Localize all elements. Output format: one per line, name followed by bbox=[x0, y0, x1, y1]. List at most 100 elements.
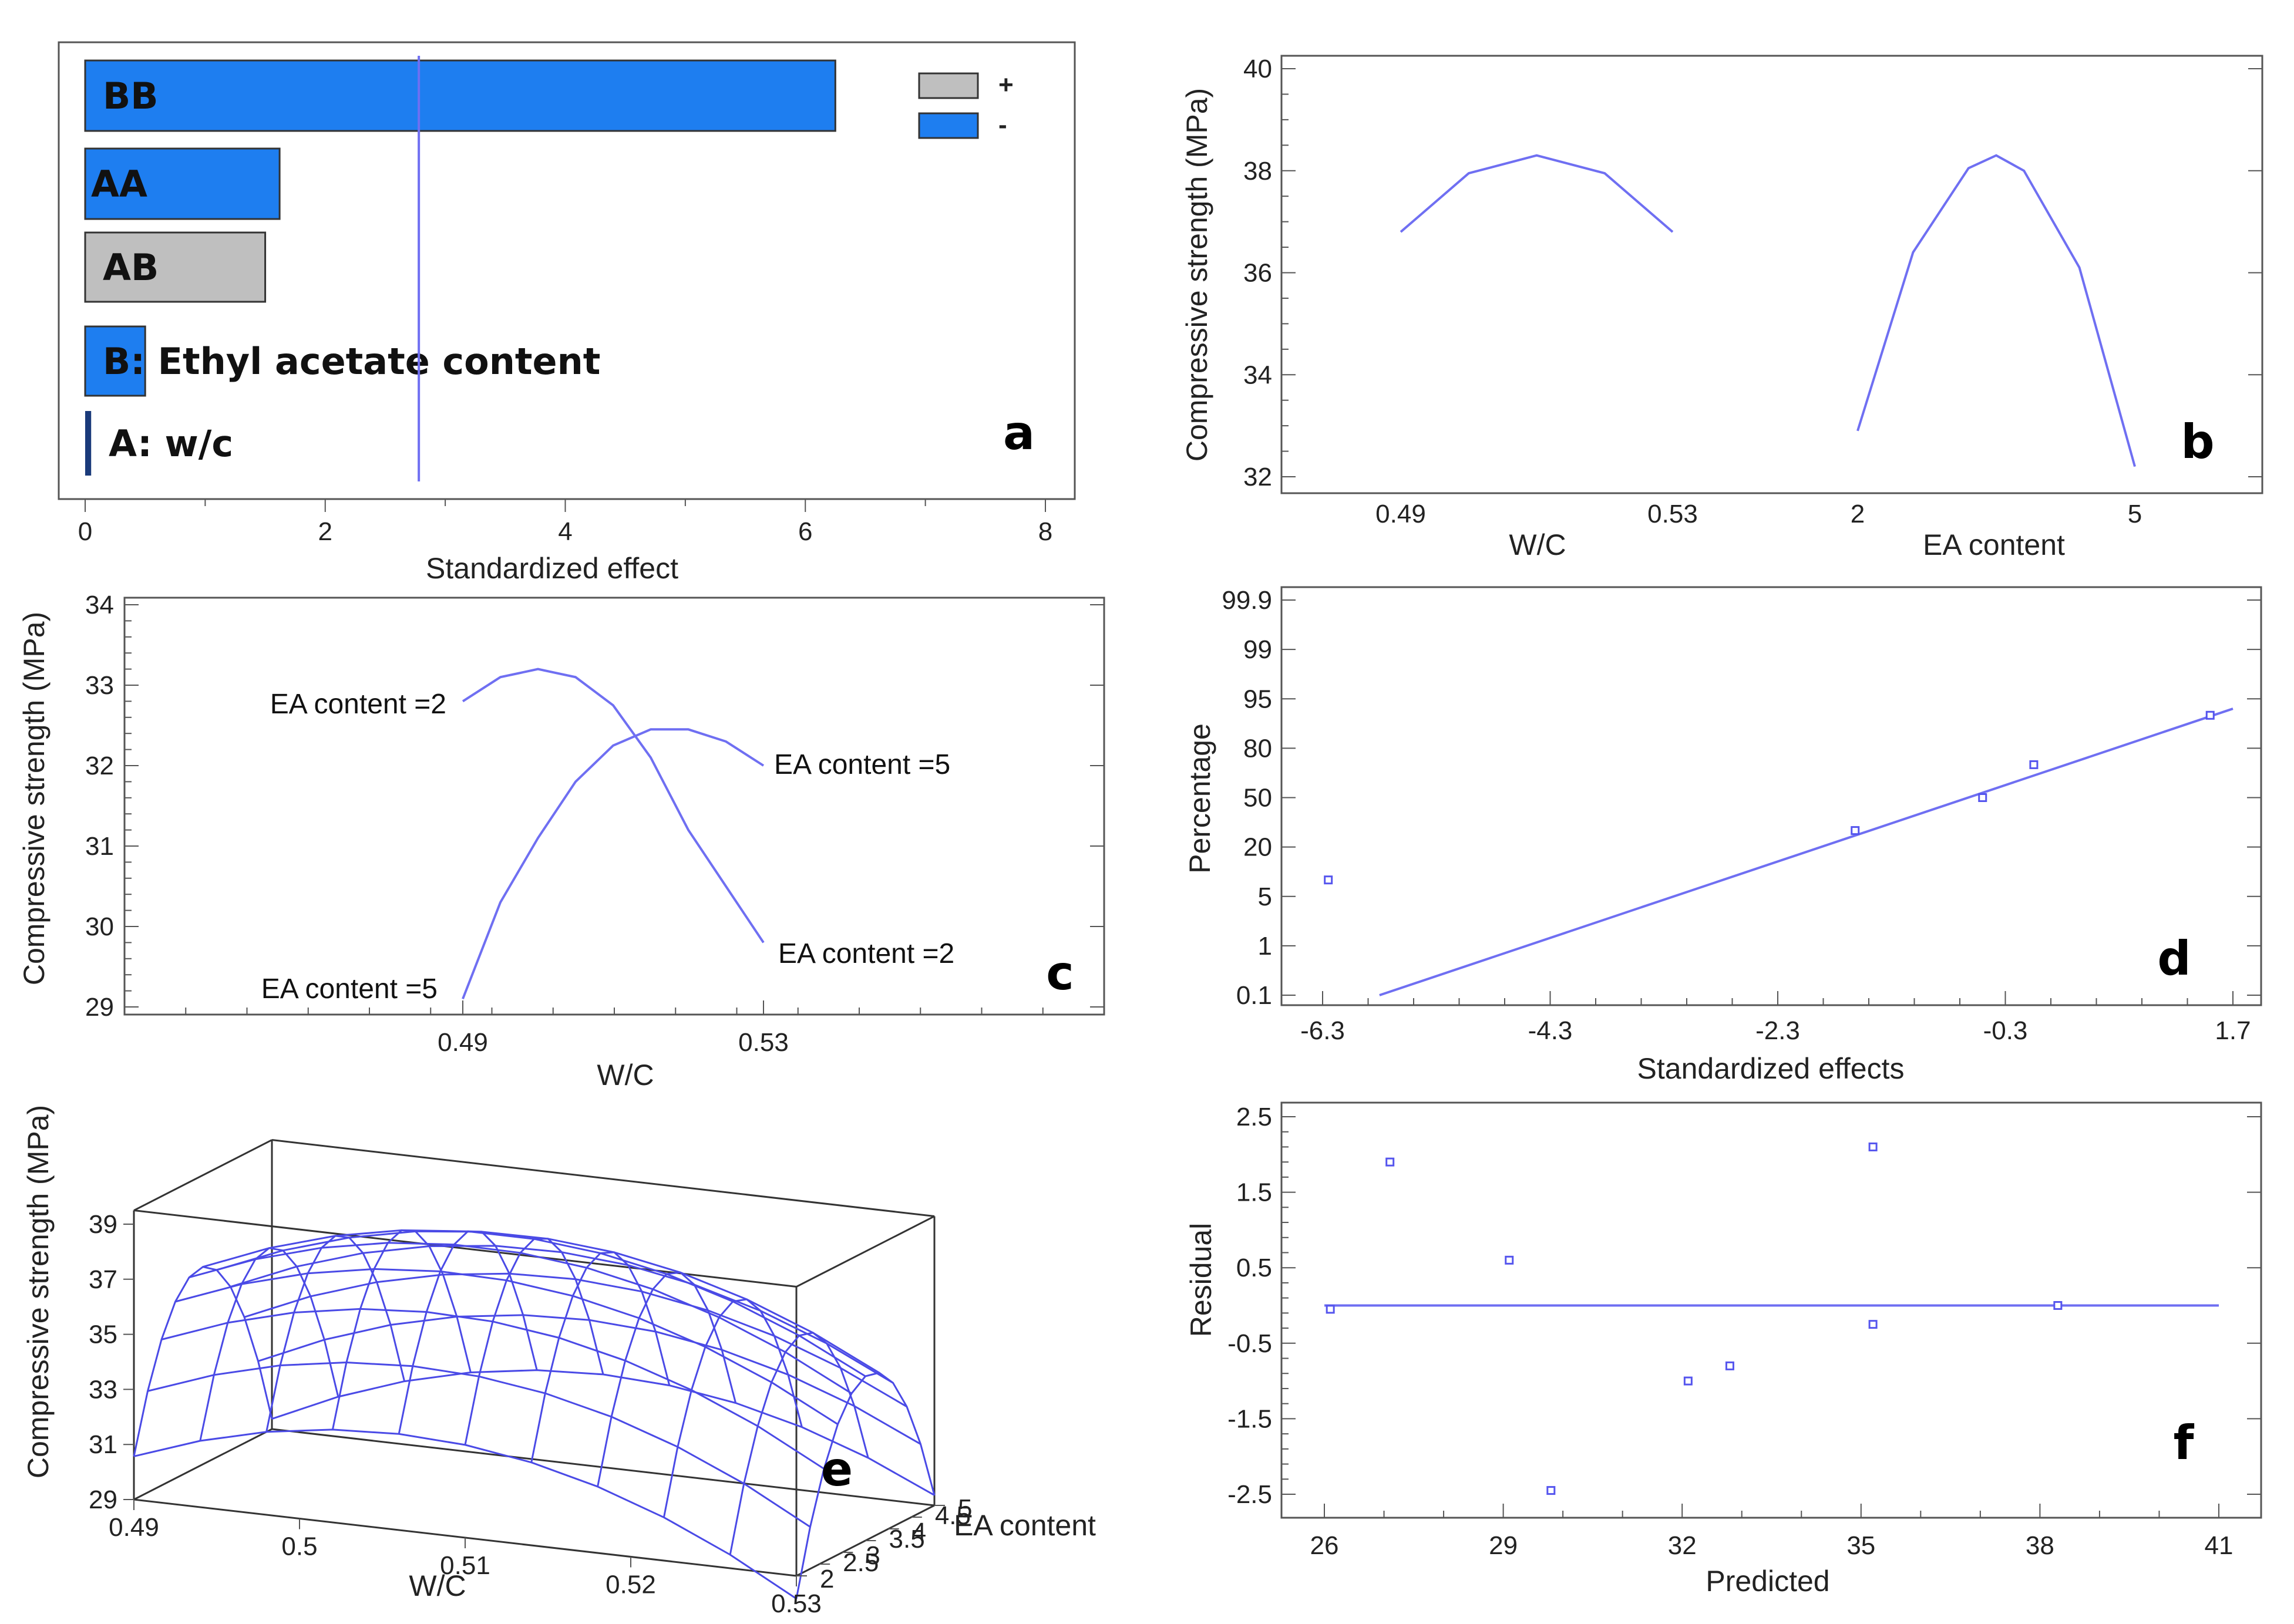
panel-c-y-tick-label: 32 bbox=[85, 752, 114, 780]
panel-e-z-axis-label: Compressive strength (MPa) bbox=[22, 1105, 55, 1478]
panel-d-x-tick-label: -6.3 bbox=[1300, 1016, 1345, 1045]
panel-a-x-tick-label: 2 bbox=[318, 517, 332, 546]
panel-e-mesh-line bbox=[331, 1229, 472, 1430]
panel-d-y-tick-label: 5 bbox=[1258, 882, 1272, 911]
panel-e-box-edge bbox=[133, 1428, 273, 1501]
panel-e-y-axis-label: EA content bbox=[954, 1509, 1096, 1542]
panel-b-effect-curve bbox=[1856, 154, 2136, 467]
panel-f-x-tick-label: 29 bbox=[1489, 1531, 1518, 1560]
panel-a-label: a bbox=[1003, 406, 1035, 460]
panel-e-mesh-line bbox=[464, 1238, 604, 1446]
panel-a-bar-label: AB bbox=[103, 246, 159, 289]
panel-d-label: d bbox=[2157, 931, 2191, 986]
panel-b-plot-frame bbox=[1280, 55, 2263, 494]
panel-e-mesh-line bbox=[597, 1271, 737, 1487]
panel-a-pareto-chart: 0 2 4 6 8 Standardized effect BB AA AB B: Ethyl a… bbox=[58, 41, 1076, 585]
panel-a-bar-ab bbox=[84, 231, 267, 303]
panel-e-x-tick-label: 0.52 bbox=[606, 1571, 656, 1599]
panel-e-response-surface: 2931333537390.490.50.510.520.5322.533.54… bbox=[22, 1105, 1096, 1618]
panel-d-x-tick-label: -0.3 bbox=[1983, 1016, 2028, 1045]
panel-e-x-tick-label: 0.53 bbox=[771, 1589, 822, 1618]
panel-d-y-axis-label: Percentage bbox=[1183, 723, 1216, 874]
panel-a-legend-label: + bbox=[998, 70, 1014, 99]
panel-c-interaction-chart: 29 30 31 32 33 34 0.49 0.53 W/C Compressive stren… bbox=[18, 591, 1105, 1091]
panel-f-y-tick-label: 1.5 bbox=[1236, 1178, 1272, 1207]
panel-e-mesh-line bbox=[662, 1298, 803, 1518]
panel-e-mesh-line bbox=[230, 1245, 894, 1384]
panel-f-y-tick-label: 2.5 bbox=[1236, 1103, 1272, 1131]
panel-f-y-tick-label: 0.5 bbox=[1236, 1254, 1272, 1282]
panel-d-normal-probability-chart: 0.1 1 5 20 50 80 95 99 99.9 -6.3 -4.3 -2.3 -0.3 1.7 St… bbox=[1183, 586, 2262, 1085]
panel-d-y-tick-label: 99.9 bbox=[1222, 586, 1272, 615]
panel-a-legend-swatch bbox=[918, 112, 979, 139]
panel-e-mesh-line bbox=[203, 1229, 866, 1377]
panel-b-effect-curve bbox=[1400, 154, 1674, 233]
panel-e-mesh-line bbox=[199, 1247, 339, 1441]
panel-b-y-axis-label: Compressive strength (MPa) bbox=[1180, 88, 1213, 461]
panel-d-fit-line bbox=[1379, 707, 2234, 996]
panel-a-bar-bb bbox=[84, 59, 836, 132]
panel-f-data-point bbox=[1868, 1320, 1878, 1329]
panel-d-data-point bbox=[2205, 710, 2215, 720]
panel-f-data-point bbox=[1326, 1305, 1335, 1314]
panel-f-data-point bbox=[1546, 1486, 1556, 1495]
panel-e-z-tick-label: 39 bbox=[89, 1210, 117, 1239]
panel-e-mesh-line bbox=[795, 1372, 936, 1599]
panel-e-mesh-line bbox=[244, 1272, 907, 1408]
panel-a-x-tick-label: 8 bbox=[1038, 517, 1052, 546]
panel-a-bar-label: BB bbox=[103, 75, 159, 117]
panel-f-data-point bbox=[1868, 1142, 1878, 1151]
panel-b-label: b bbox=[2181, 415, 2214, 469]
panel-a-x-tick-label: 0 bbox=[78, 517, 92, 546]
panel-b-x-group-label: EA content bbox=[1923, 528, 2065, 561]
panel-e-z-tick-label: 35 bbox=[89, 1320, 117, 1349]
panel-a-bar-b-ethyl-acetate bbox=[84, 325, 146, 397]
panel-e-x-tick-label: 0.51 bbox=[440, 1551, 490, 1580]
panel-e-y-tick-label: 3.5 bbox=[889, 1525, 925, 1554]
panel-c-y-tick-label: 34 bbox=[85, 591, 114, 619]
panel-b-x-tick-label: 0.49 bbox=[1375, 500, 1426, 528]
panel-f-x-tick-label: 26 bbox=[1310, 1531, 1339, 1560]
panel-c-y-tick-label: 33 bbox=[85, 671, 114, 700]
panel-c-y-tick-label: 31 bbox=[85, 832, 114, 861]
panel-f-y-tick-label: -1.5 bbox=[1227, 1404, 1272, 1433]
panel-d-x-tick-label: -4.3 bbox=[1528, 1016, 1573, 1045]
panel-c-x-axis-label: W/C bbox=[597, 1059, 654, 1091]
panel-b-y-tick-label: 32 bbox=[1243, 463, 1272, 491]
panel-e-y-tick-label: 2 bbox=[820, 1565, 834, 1593]
panel-e-mesh-line bbox=[147, 1361, 811, 1528]
panel-d-y-tick-label: 50 bbox=[1243, 784, 1272, 813]
panel-c-series-annotation: EA content =2 bbox=[778, 938, 954, 969]
panel-b-y-tick-label: 38 bbox=[1243, 157, 1272, 186]
panel-c-y-tick-label: 29 bbox=[85, 993, 114, 1022]
panel-a-bar-label: B: Ethyl acetate content bbox=[103, 340, 600, 383]
panel-c-plot-frame bbox=[123, 597, 1105, 1016]
panel-c-x-tick-label: 0.49 bbox=[438, 1028, 488, 1057]
panel-e-mesh-line bbox=[258, 1314, 921, 1445]
panel-d-data-point bbox=[1324, 875, 1333, 885]
panel-e-mesh-line bbox=[530, 1251, 671, 1463]
panel-a-x-tick-label: 4 bbox=[558, 517, 572, 546]
panel-f-plot-frame bbox=[1280, 1101, 2262, 1519]
panel-b-y-tick-label: 34 bbox=[1243, 360, 1272, 389]
panel-a-legend-swatch bbox=[918, 72, 979, 99]
panel-d-plot-frame bbox=[1280, 586, 2262, 1006]
panel-a-bar-label: A: w/c bbox=[109, 422, 233, 465]
panel-d-y-tick-label: 80 bbox=[1243, 734, 1272, 763]
panel-a-plot-frame bbox=[58, 41, 1076, 500]
panel-c-x-tick-label: 0.53 bbox=[738, 1028, 789, 1057]
panel-f-data-point bbox=[1505, 1255, 1514, 1265]
panel-a-bar-aa bbox=[84, 147, 281, 220]
panel-f-x-tick-label: 41 bbox=[2205, 1531, 2234, 1560]
panel-c-series-annotation: EA content =2 bbox=[270, 689, 446, 720]
panel-f-label: f bbox=[2174, 1416, 2195, 1470]
panel-f-y-tick-label: -0.5 bbox=[1227, 1329, 1272, 1358]
panel-b-x-group-label: W/C bbox=[1509, 528, 1566, 561]
panel-a-bar-a-wc bbox=[85, 411, 92, 476]
panel-e-box-edge bbox=[271, 1428, 935, 1507]
panel-d-x-tick-label: 1.7 bbox=[2215, 1016, 2251, 1045]
panel-f-residual-chart: -2.5 -1.5 -0.5 0.5 1.5 2.5 26 29 32 35 38 41 Predict… bbox=[1185, 1101, 2262, 1598]
panel-b-main-effects-chart: 32 34 36 38 40 Compressive strength (MPa) 0.49… bbox=[1180, 55, 2263, 561]
panel-e-z-tick-label: 37 bbox=[89, 1265, 117, 1294]
